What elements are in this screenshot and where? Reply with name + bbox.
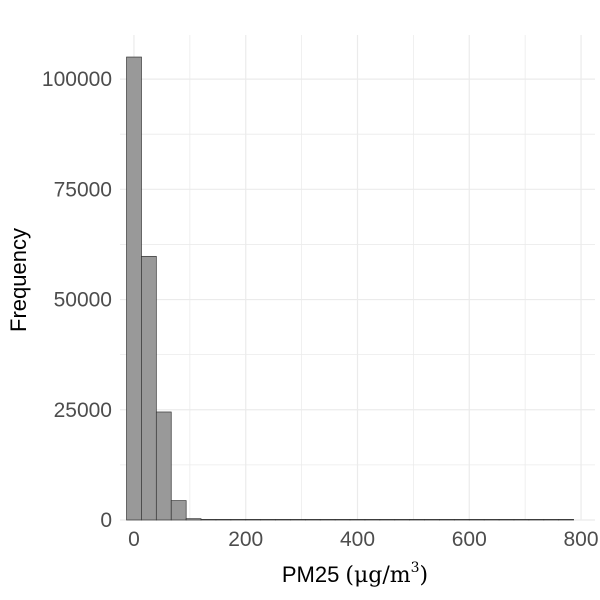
x-axis-tick-labels: 0 200 400 600 800 [128, 528, 598, 551]
histogram-bar [528, 519, 545, 521]
histogram-bar [334, 519, 351, 521]
histogram-bar [215, 519, 232, 521]
histogram-bar [424, 519, 440, 521]
histogram-bar [305, 519, 321, 521]
histogram-bars [126, 56, 574, 521]
histogram-bar [364, 519, 381, 521]
y-axis-title: Frequency [6, 228, 31, 332]
x-axis-unit-open: ( [345, 563, 354, 588]
histogram-bar [439, 519, 455, 521]
histogram-bar [468, 519, 485, 521]
histogram-bar [290, 519, 306, 521]
y-tick-label: 50000 [54, 289, 112, 312]
x-tick-label: 800 [564, 528, 599, 551]
histogram-bar [170, 500, 187, 521]
histogram-bar [394, 519, 411, 521]
y-axis-tick-labels: 0 25000 50000 75000 100000 [42, 68, 112, 532]
histogram-bar [230, 519, 247, 521]
x-axis-title-label: PM25 [282, 562, 339, 587]
histogram-bar [155, 411, 172, 521]
histogram-bar [453, 519, 470, 521]
y-tick-label: 100000 [42, 68, 112, 91]
y-tick-label: 0 [100, 509, 112, 532]
histogram-bar [260, 519, 276, 521]
x-axis-unit-slash: / [382, 563, 390, 588]
histogram-bar [185, 518, 202, 521]
histogram-bar [141, 255, 157, 521]
x-axis-unit-base: m [390, 563, 411, 588]
histogram-bar [409, 519, 425, 521]
histogram-bar [319, 519, 336, 521]
x-tick-label: 400 [340, 528, 375, 551]
x-axis-unit-close: ) [420, 563, 429, 588]
histogram-bar [483, 519, 500, 521]
histogram-bar [349, 519, 366, 521]
x-axis-unit-exponent: 3 [411, 560, 420, 576]
x-axis-title: PM25 (μg/m3) [282, 560, 428, 588]
histogram-bar [498, 519, 515, 521]
x-tick-label: 600 [452, 528, 487, 551]
histogram-bar [275, 519, 291, 521]
histogram-bar [513, 519, 530, 521]
x-axis-unit-mu: μg [354, 563, 382, 588]
histogram-bar [558, 519, 574, 521]
histogram-bar [379, 519, 396, 521]
histogram-bar [126, 56, 142, 521]
histogram-bar [200, 519, 217, 521]
x-tick-label: 200 [228, 528, 263, 551]
histogram-bar [245, 519, 262, 521]
grid-lines [120, 35, 595, 521]
histogram-bar [543, 519, 560, 521]
x-tick-label: 0 [128, 528, 140, 551]
y-tick-label: 75000 [54, 178, 112, 201]
y-tick-label: 25000 [54, 399, 112, 422]
